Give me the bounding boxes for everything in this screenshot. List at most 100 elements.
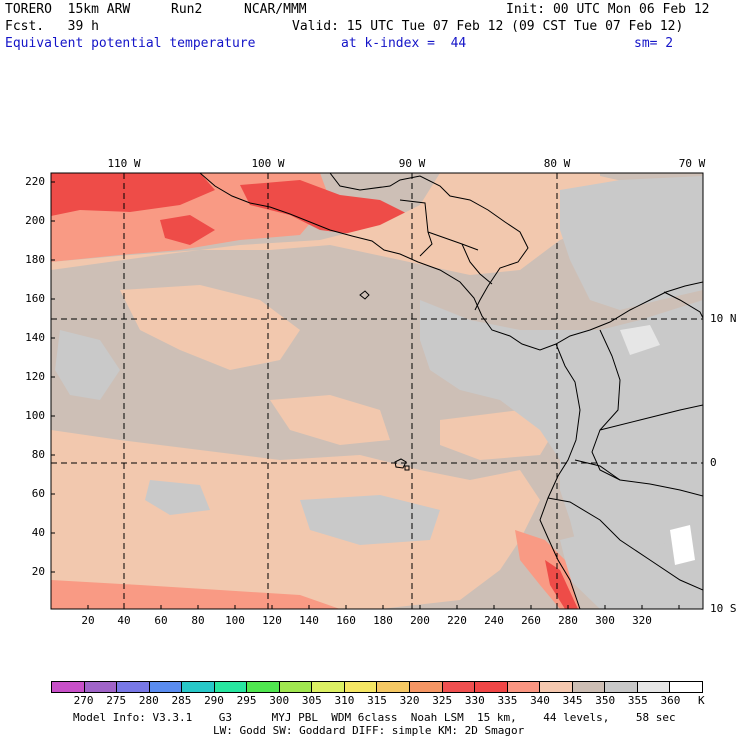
run-label: Run2 xyxy=(171,2,203,17)
colorbar-label: 305 xyxy=(301,694,322,707)
colorbar-swatch xyxy=(117,682,150,692)
colorbar-label: 310 xyxy=(334,694,355,707)
light-2-region xyxy=(670,525,695,565)
colorbar-swatch xyxy=(84,682,118,692)
x-tick-280: 280 xyxy=(558,614,578,627)
colorbar-label: 290 xyxy=(204,694,224,707)
colorbar-label: 275 xyxy=(106,694,127,707)
lon-label-70w: 70 W xyxy=(678,157,706,170)
x-tick-160: 160 xyxy=(336,614,356,627)
x-tick-80: 80 xyxy=(191,614,205,627)
warm-dark-4-region xyxy=(545,560,578,609)
colorbar-label: 340 xyxy=(530,694,550,707)
lon-label-90w: 90 W xyxy=(398,157,426,170)
peach-2-region xyxy=(51,430,540,609)
warm-mid-3-region xyxy=(51,580,340,609)
x-tick-140: 140 xyxy=(299,614,319,627)
y-tick-140: 140 xyxy=(25,331,45,344)
peach-3-region xyxy=(120,285,300,370)
level-label: at k-index = 44 xyxy=(341,36,467,51)
colorbar-label: 300 xyxy=(269,694,290,707)
x-tick-260: 260 xyxy=(521,614,541,627)
grid-lines xyxy=(51,173,703,609)
colorbar-swatch xyxy=(442,682,476,692)
forecast-hour: Fcst. 39 h xyxy=(5,19,99,34)
lon-label-80w: 80 W xyxy=(543,157,571,170)
colorbar-label: 335 xyxy=(497,694,518,707)
colorbar-swatch xyxy=(52,682,85,692)
x-tick-40: 40 xyxy=(117,614,131,627)
lon-label-110w: 110 W xyxy=(107,157,141,170)
peach-5-region xyxy=(440,410,555,460)
peach-4-region xyxy=(270,395,390,445)
y-tick-20: 20 xyxy=(31,565,45,578)
org-label: NCAR/MMM xyxy=(244,2,307,17)
x-tick-20: 20 xyxy=(81,614,95,627)
init-time: Init: 00 UTC Mon 06 Feb 12 xyxy=(506,2,710,17)
colorbar-swatch xyxy=(377,682,411,692)
colorbar-swatch xyxy=(475,682,508,692)
coastlines xyxy=(199,173,703,609)
colorbar-swatch xyxy=(572,682,606,692)
colorbar-swatch xyxy=(507,682,541,692)
colorbar xyxy=(51,681,703,693)
warm-dark-3-region xyxy=(160,215,215,245)
x-tick-200: 200 xyxy=(410,614,430,627)
y-tick-80: 80 xyxy=(31,448,45,461)
gray-3-region xyxy=(55,330,120,400)
model-info: Model Info: V3.3.1 G3 MYJ PBL WDM 6class… xyxy=(73,711,676,724)
colorbar-label: 270 xyxy=(73,694,94,707)
gray-6-region xyxy=(560,530,703,609)
gray-2-region xyxy=(560,176,703,310)
colorbar-swatch xyxy=(605,682,638,692)
x-tick-240: 240 xyxy=(484,614,504,627)
field-name: Equivalent potential temperature xyxy=(5,36,256,51)
gray-4-region xyxy=(300,495,440,545)
colorbar-label: 330 xyxy=(464,694,485,707)
colorbar-label: 320 xyxy=(399,694,420,707)
x-tick-320: 320 xyxy=(632,614,652,627)
y-tick-160: 160 xyxy=(25,292,45,305)
colorbar-swatch xyxy=(214,682,248,692)
colorbar-swatch xyxy=(247,682,280,692)
lon-label-100w: 100 W xyxy=(251,157,285,170)
y-tick-60: 60 xyxy=(31,487,45,500)
colorbar-unit: K xyxy=(698,694,705,707)
light-1-region xyxy=(620,325,660,355)
colorbar-label: 360 xyxy=(660,694,681,707)
physics-info: LW: Godd SW: Goddard DIFF: simple KM: 2D… xyxy=(213,724,525,737)
x-tick-220: 220 xyxy=(447,614,467,627)
colorbar-swatch xyxy=(637,682,671,692)
colorbar-label: 355 xyxy=(627,694,648,707)
colorbar-label: 350 xyxy=(595,694,616,707)
colorbar-label: 345 xyxy=(562,694,583,707)
colorbar-label: 285 xyxy=(171,694,192,707)
colorbar-swatch xyxy=(670,682,702,692)
gray-5-region xyxy=(145,480,210,515)
x-tick-180: 180 xyxy=(373,614,393,627)
warm-dark-1-region xyxy=(51,173,215,216)
smoothing-label: sm= 2 xyxy=(634,36,674,51)
lat-label-10s: 10 S xyxy=(710,602,737,615)
colorbar-swatch xyxy=(540,682,573,692)
colorbar-label: 280 xyxy=(138,694,159,707)
colorbar-label: 325 xyxy=(432,694,453,707)
x-tick-60: 60 xyxy=(154,614,168,627)
lat-label-10n: 10 N xyxy=(710,312,737,325)
colorbar-swatch xyxy=(182,682,215,692)
y-tick-220: 220 xyxy=(25,175,45,188)
x-tick-120: 120 xyxy=(262,614,282,627)
colorbar-swatch xyxy=(149,682,183,692)
y-tick-180: 180 xyxy=(25,253,45,266)
map-field xyxy=(51,173,703,609)
y-tick-200: 200 xyxy=(25,214,45,227)
gray-1-region xyxy=(420,300,703,580)
colorbar-swatch xyxy=(344,682,378,692)
axis-tick-marks xyxy=(51,181,680,609)
colorbar-swatch xyxy=(279,682,313,692)
colorbar-label: 295 xyxy=(236,694,257,707)
y-tick-40: 40 xyxy=(31,526,45,539)
colorbar-label: 315 xyxy=(367,694,387,707)
